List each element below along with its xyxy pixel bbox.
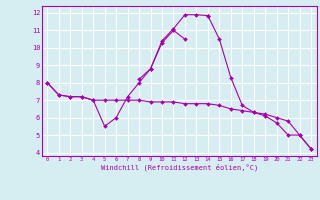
X-axis label: Windchill (Refroidissement éolien,°C): Windchill (Refroidissement éolien,°C)	[100, 164, 258, 171]
